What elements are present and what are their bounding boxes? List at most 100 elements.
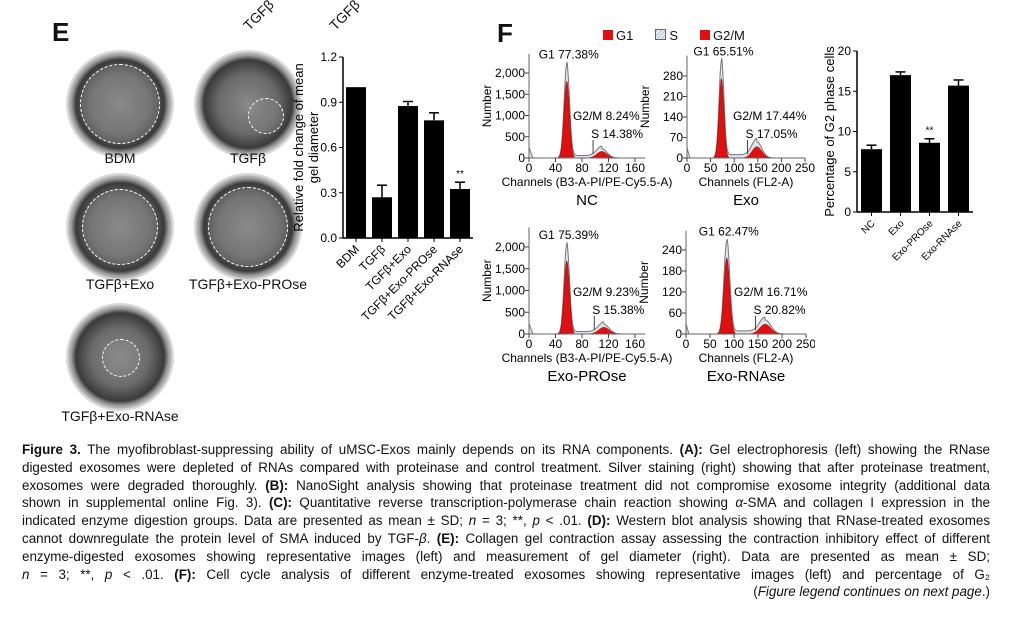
bar bbox=[424, 120, 444, 238]
caption-segment: NanoSight analysis showing that proteina… bbox=[288, 477, 990, 493]
caption-segment: Quantitative reverse transcription-polym… bbox=[292, 495, 736, 511]
legend-swatch-g2m bbox=[700, 30, 711, 40]
g1-peak bbox=[717, 257, 737, 334]
caption-segment: p bbox=[104, 566, 113, 582]
histogram-exo-rnase: 0 60 120 180 240 0 50 100 150 200 250 Number Channel… bbox=[637, 224, 815, 385]
g1-peak bbox=[558, 80, 575, 158]
caption-segment: (D): bbox=[587, 513, 611, 529]
bar bbox=[398, 106, 418, 238]
y-tick-label: 70 bbox=[670, 131, 684, 145]
caption-segment: α bbox=[735, 495, 744, 511]
caption-segment: < .01. bbox=[539, 513, 588, 529]
g1-percentage-label: G1 77.38% bbox=[539, 48, 599, 62]
histogram-nc: 0 500 1,000 1,500 2,000 0 40 80 120 160 Number Chan… bbox=[480, 48, 672, 210]
y-tick-label: 500 bbox=[505, 305, 525, 319]
caption-segment: ( bbox=[753, 584, 758, 600]
x-tick-label: 80 bbox=[575, 161, 589, 175]
gel-well-image-tgfb-exo-prose bbox=[196, 175, 300, 279]
histogram-title: Exo-PROse bbox=[547, 368, 626, 385]
caption-segment: β bbox=[418, 530, 427, 546]
bar bbox=[890, 75, 911, 213]
y-tick-label: 60 bbox=[669, 306, 683, 320]
caption-segment: Western blot analysis showing that RNase… bbox=[610, 513, 991, 529]
y-tick-label: 0.9 bbox=[320, 95, 337, 109]
x-tick-label: 40 bbox=[549, 161, 563, 175]
legend-item-s: S bbox=[655, 28, 678, 43]
x-tick-label: 160 bbox=[625, 337, 645, 351]
y-tick-label: 210 bbox=[663, 90, 683, 104]
caption-line: indicated enzyme digestion groups. Data … bbox=[22, 512, 990, 530]
x-tick-label: 120 bbox=[598, 337, 618, 351]
significance-marker: ** bbox=[926, 126, 934, 137]
g2m-peak bbox=[748, 323, 782, 335]
x-tick-label: 40 bbox=[549, 337, 563, 351]
caption-segment: Figure legend continues on next page bbox=[757, 584, 982, 600]
x-tick-label: 120 bbox=[598, 161, 618, 175]
caption-segment: Gel electrophoresis (left) showing the R… bbox=[702, 442, 990, 457]
x-tick-label: 50 bbox=[703, 337, 717, 351]
y-tick-label: 180 bbox=[662, 264, 682, 278]
caption-segment: The myofibroblast-suppressing ability of… bbox=[80, 442, 680, 457]
caption-segment: n bbox=[468, 513, 477, 529]
g1-percentage-label: G1 75.39% bbox=[539, 228, 599, 242]
rotated-column-label: TGFβ bbox=[240, 0, 277, 34]
y-tick-label: 1,500 bbox=[495, 262, 525, 276]
y-tick-label: 120 bbox=[662, 285, 682, 299]
gel-well-image-tgfb-exo bbox=[68, 175, 172, 279]
caption-segment: (F): bbox=[174, 566, 196, 582]
y-tick-label: 0 bbox=[844, 205, 851, 219]
caption-segment: (E): bbox=[436, 530, 460, 546]
caption-segment: p bbox=[532, 513, 540, 529]
legend-label: G2/M bbox=[713, 28, 745, 43]
caption-segment: shown in supplemental online Fig. 3). bbox=[22, 495, 269, 511]
x-tick-label: 0 bbox=[684, 161, 691, 175]
caption-segment: . bbox=[426, 530, 437, 546]
histogram-title: Exo bbox=[733, 192, 759, 209]
caption-segment: (A): bbox=[679, 442, 703, 457]
x-tick-label: 160 bbox=[625, 161, 645, 175]
s-percentage-label: S 14.38% bbox=[591, 127, 643, 141]
caption-segment: indicated enzyme digestion groups. Data … bbox=[22, 513, 469, 529]
y-axis-label: Number bbox=[637, 261, 651, 304]
caption-line: Figure 3. The myofibroblast-suppressing … bbox=[22, 441, 990, 459]
g2m-percentage-label: G2/M 16.71% bbox=[734, 285, 808, 299]
gel-well-image-tgfb-exo-rnase bbox=[68, 305, 172, 409]
g1-peak bbox=[558, 260, 576, 334]
y-tick-label: 1,500 bbox=[495, 87, 525, 101]
y-tick-label: 280 bbox=[663, 69, 683, 83]
caption-segment: cannot downregulate the protein level of… bbox=[22, 530, 419, 546]
x-axis-label: Channels (FL2-A) bbox=[699, 351, 794, 365]
y-tick-label: 1.2 bbox=[320, 50, 337, 64]
well-label: TGFβ+Exo-PROse bbox=[188, 276, 308, 292]
caption-segment: (B): bbox=[265, 477, 289, 493]
y-axis-label: Percentage of G2 phase cells bbox=[822, 46, 837, 217]
y-tick-label: 10 bbox=[838, 125, 852, 139]
x-tick-label: 250 bbox=[796, 337, 815, 351]
legend-item-g1: G1 bbox=[603, 28, 633, 43]
x-tick-label: 80 bbox=[575, 337, 589, 351]
y-tick-label: 240 bbox=[662, 243, 682, 257]
x-tick-label: 250 bbox=[795, 161, 815, 175]
panel-f-letter: F bbox=[497, 18, 513, 48]
x-tick-label: 0 bbox=[683, 337, 690, 351]
y-tick-label: 0 bbox=[518, 151, 525, 165]
x-tick-label: 0 bbox=[526, 337, 533, 351]
well-label: TGFβ bbox=[229, 150, 267, 166]
y-tick-label: 0 bbox=[675, 327, 682, 341]
y-tick-label: 20 bbox=[838, 44, 852, 58]
caption-segment: n bbox=[22, 566, 30, 582]
bar bbox=[372, 197, 392, 238]
y-tick-label: 140 bbox=[663, 110, 683, 124]
y-tick-label: 0.0 bbox=[320, 231, 337, 245]
y-tick-label: 2,000 bbox=[495, 240, 525, 254]
x-tick-label: 0 bbox=[526, 161, 533, 175]
legend-swatch-g1 bbox=[603, 30, 613, 40]
figure-caption: Figure 3. The myofibroblast-suppressing … bbox=[22, 441, 990, 601]
caption-segment: enzyme-digested exosomes showing represe… bbox=[22, 548, 990, 564]
cell-cycle-legend: G1 S G2/M bbox=[603, 28, 745, 43]
g2m-percentage-label: G2/M 17.44% bbox=[733, 109, 807, 123]
x-tick-label: 200 bbox=[772, 337, 792, 351]
legend-item-g2m: G2/M bbox=[700, 28, 745, 43]
